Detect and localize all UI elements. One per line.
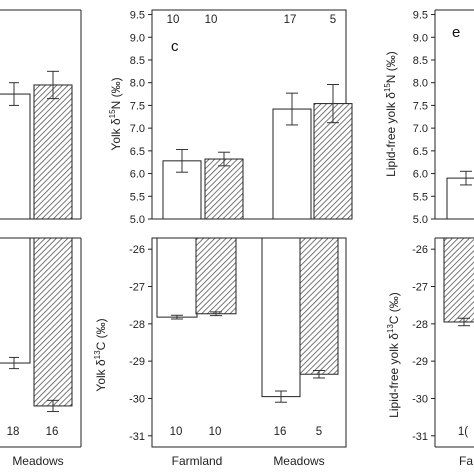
panel-d-bar-farmland-open: [156, 237, 198, 318]
panel-bottom-left-marks: 18 16: [0, 237, 73, 438]
panel-e-tick-label: 9.0: [413, 32, 428, 44]
panel-top-left: [0, 9, 82, 220]
panel-c-bar-farmland-hatched: [204, 158, 244, 220]
panel-f-tick-label: -29: [412, 356, 428, 368]
panel-c-tick-label: 5.0: [130, 214, 145, 226]
panel-c-y-axis-label: Yolk δ15N (‰): [108, 77, 123, 150]
panel-c-tick-label: 7.0: [130, 123, 145, 135]
panel-f-count-label: 1(: [458, 426, 468, 438]
panel-c-tick-label: 8.0: [130, 78, 145, 90]
panel-f-tick-label: -28: [412, 319, 428, 331]
panel-c-letter: c: [171, 38, 179, 55]
panel-e-tick-label: 5.0: [413, 214, 428, 226]
category-label-meadows: Meadows: [12, 454, 63, 468]
panel-bottom-left-count-label: 16: [46, 426, 59, 438]
panel-c: c Yolk δ15N (‰) 5.0 5.5 6.0 6.5 7.0 7.5 8.0 8.5…: [108, 9, 353, 226]
panel-f-tick-label: -31: [412, 431, 428, 443]
panel-d-count-label: 16: [274, 426, 287, 438]
panel-d-tick-label: -30: [129, 393, 145, 405]
panel-c-tick-label: 9.0: [130, 32, 145, 44]
panel-d-tick-label: -31: [129, 431, 145, 443]
panel-bottom-left-bar-meadows-open: [0, 237, 31, 364]
category-label-farmland-cropped: Fa: [459, 454, 473, 468]
panel-e-y-axis-label: Lipid-free yolk δ15N (‰): [383, 51, 398, 177]
panel-e-tick-label: 8.5: [413, 55, 428, 67]
panel-c-tick-label: 9.5: [130, 10, 145, 22]
panel-e-tick-label: 9.5: [413, 10, 428, 22]
panel-c-tick-label: 6.5: [130, 146, 145, 158]
panel-d-tick-label: -28: [129, 319, 145, 331]
panel-e-letter: e: [452, 24, 460, 41]
category-label-meadows: Meadows: [273, 454, 324, 468]
panel-bottom-left-count-label: 18: [7, 426, 20, 438]
panel-e-tick-label: 7.0: [413, 123, 428, 135]
panel-c-tick-label: 8.5: [130, 55, 145, 67]
panel-c-tick-label: 6.0: [130, 169, 145, 181]
panel-top-left-bar-meadows-hatched: [33, 84, 73, 220]
panel-c-count-label: 10: [205, 14, 218, 26]
panel-d-y-axis-label: Yolk δ13C (‰): [93, 318, 108, 391]
panel-c-count-label: 17: [284, 14, 297, 26]
panel-f-y-axis-label: Lipid-free yolk δ13C (‰): [386, 292, 401, 418]
panel-c-count-label: 10: [167, 14, 180, 26]
panel-d-bar-meadows-hatched: [299, 237, 339, 375]
category-label-farmland: Farmland: [172, 454, 223, 468]
panel-c-marks: 10 10 17 5: [162, 14, 353, 220]
panel-f-tick-label: -27: [412, 282, 428, 294]
panel-top-left-bar-meadows-open: [0, 93, 31, 220]
panel-bottom-left: 18 16: [0, 237, 82, 448]
panel-f-bar-farmland-hatched: [443, 237, 474, 323]
panel-e-y-ticks: 5.0 5.5 6.0 6.5 7.0 7.5 8.0 8.5 9.0 9.5: [413, 10, 435, 226]
panel-e-tick-label: 5.5: [413, 191, 428, 203]
panel-c-tick-label: 7.5: [130, 100, 145, 112]
panel-d-count-label: 5: [316, 426, 322, 438]
panel-top-left-marks: [0, 70, 73, 220]
panel-d-count-label: 10: [209, 426, 222, 438]
panel-c-y-ticks: 5.0 5.5 6.0 6.5 7.0 7.5 8.0 8.5 9.0 9.5: [130, 10, 152, 226]
panel-e-tick-label: 8.0: [413, 78, 428, 90]
panel-e-tick-label: 6.5: [413, 146, 428, 158]
panel-d-y-ticks: -26 -27 -28 -29 -30 -31: [129, 244, 152, 443]
panel-d: d Yolk δ13C (‰) -26-27-28-29-30-31 10101…: [93, 237, 347, 448]
panel-d-frame: [151, 237, 347, 448]
panel-c-count-label: 5: [330, 14, 336, 26]
panel-d-bar-meadows-open: [261, 237, 301, 398]
panel-f-tick-label: -30: [412, 393, 428, 405]
panel-e-marks: [446, 170, 474, 220]
panel-d-tick-label: -27: [129, 282, 145, 294]
panel-d-bar-farmland-hatched: [195, 237, 237, 315]
panel-e-bar-farmland-open: [446, 177, 474, 220]
panel-d-count-label: 10: [170, 426, 183, 438]
category-labels: Meadows Farmland Meadows Fa: [12, 454, 473, 468]
panel-e: e Lipid-free yolk δ15N (‰) 5.0 5.5 6.0 6.5 7…: [383, 9, 474, 226]
panel-c-tick-label: 5.5: [130, 191, 145, 203]
panel-bottom-left-bar-meadows-hatched: [33, 237, 73, 407]
panel-e-tick-label: 7.5: [413, 100, 428, 112]
panel-c-bar-meadows-open: [272, 108, 312, 220]
panel-f: f Lipid-free yolk δ13C (‰) -26-27-28-29-…: [386, 237, 474, 448]
panel-f-marks: 1(: [443, 237, 474, 438]
panel-d-tick-label: -29: [129, 356, 145, 368]
panel-d-marks: 10 10 16 5: [156, 237, 339, 438]
panel-d-tick-label: -26: [129, 244, 145, 256]
panel-f-y-ticks: -26 -27 -28 -29 -30 -31: [412, 244, 435, 443]
panel-e-tick-label: 6.0: [413, 169, 428, 181]
panel-f-tick-label: -26: [412, 244, 428, 256]
